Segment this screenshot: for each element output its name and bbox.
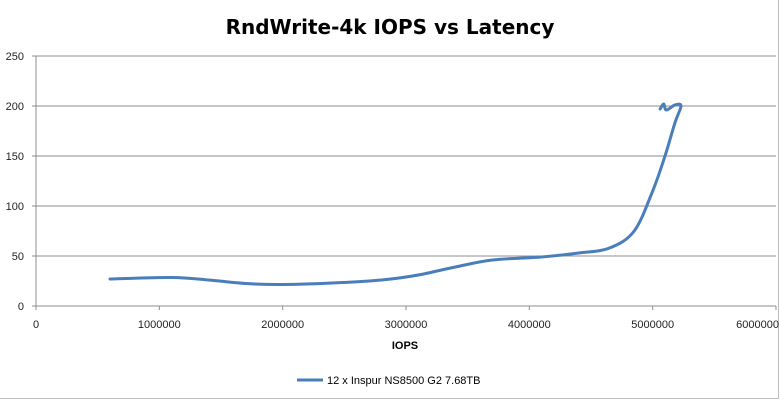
x-tick-label: 2000000 (261, 319, 304, 331)
x-tick-label: 0 (33, 319, 39, 331)
y-tick-label: 100 (6, 201, 24, 213)
chart-title: RndWrite-4k IOPS vs Latency (226, 15, 555, 39)
series-line (108, 102, 683, 287)
y-tick-label: 200 (6, 101, 24, 113)
legend: 12 x Inspur NS8500 G2 7.68TB (297, 375, 480, 387)
x-axis-title: IOPS (392, 340, 418, 352)
legend-label: 12 x Inspur NS8500 G2 7.68TB (327, 375, 480, 387)
y-tick-label: 250 (6, 51, 24, 63)
x-tick-label: 1000000 (138, 319, 181, 331)
x-tick-label: 3000000 (385, 319, 428, 331)
y-tick-label: 150 (6, 151, 24, 163)
x-tick-label: 5000000 (631, 319, 674, 331)
y-tick-label: 0 (18, 301, 24, 313)
y-tick-label: 50 (12, 251, 24, 263)
x-tick-label: 6000000 (736, 319, 779, 331)
x-tick-label: 4000000 (508, 319, 551, 331)
